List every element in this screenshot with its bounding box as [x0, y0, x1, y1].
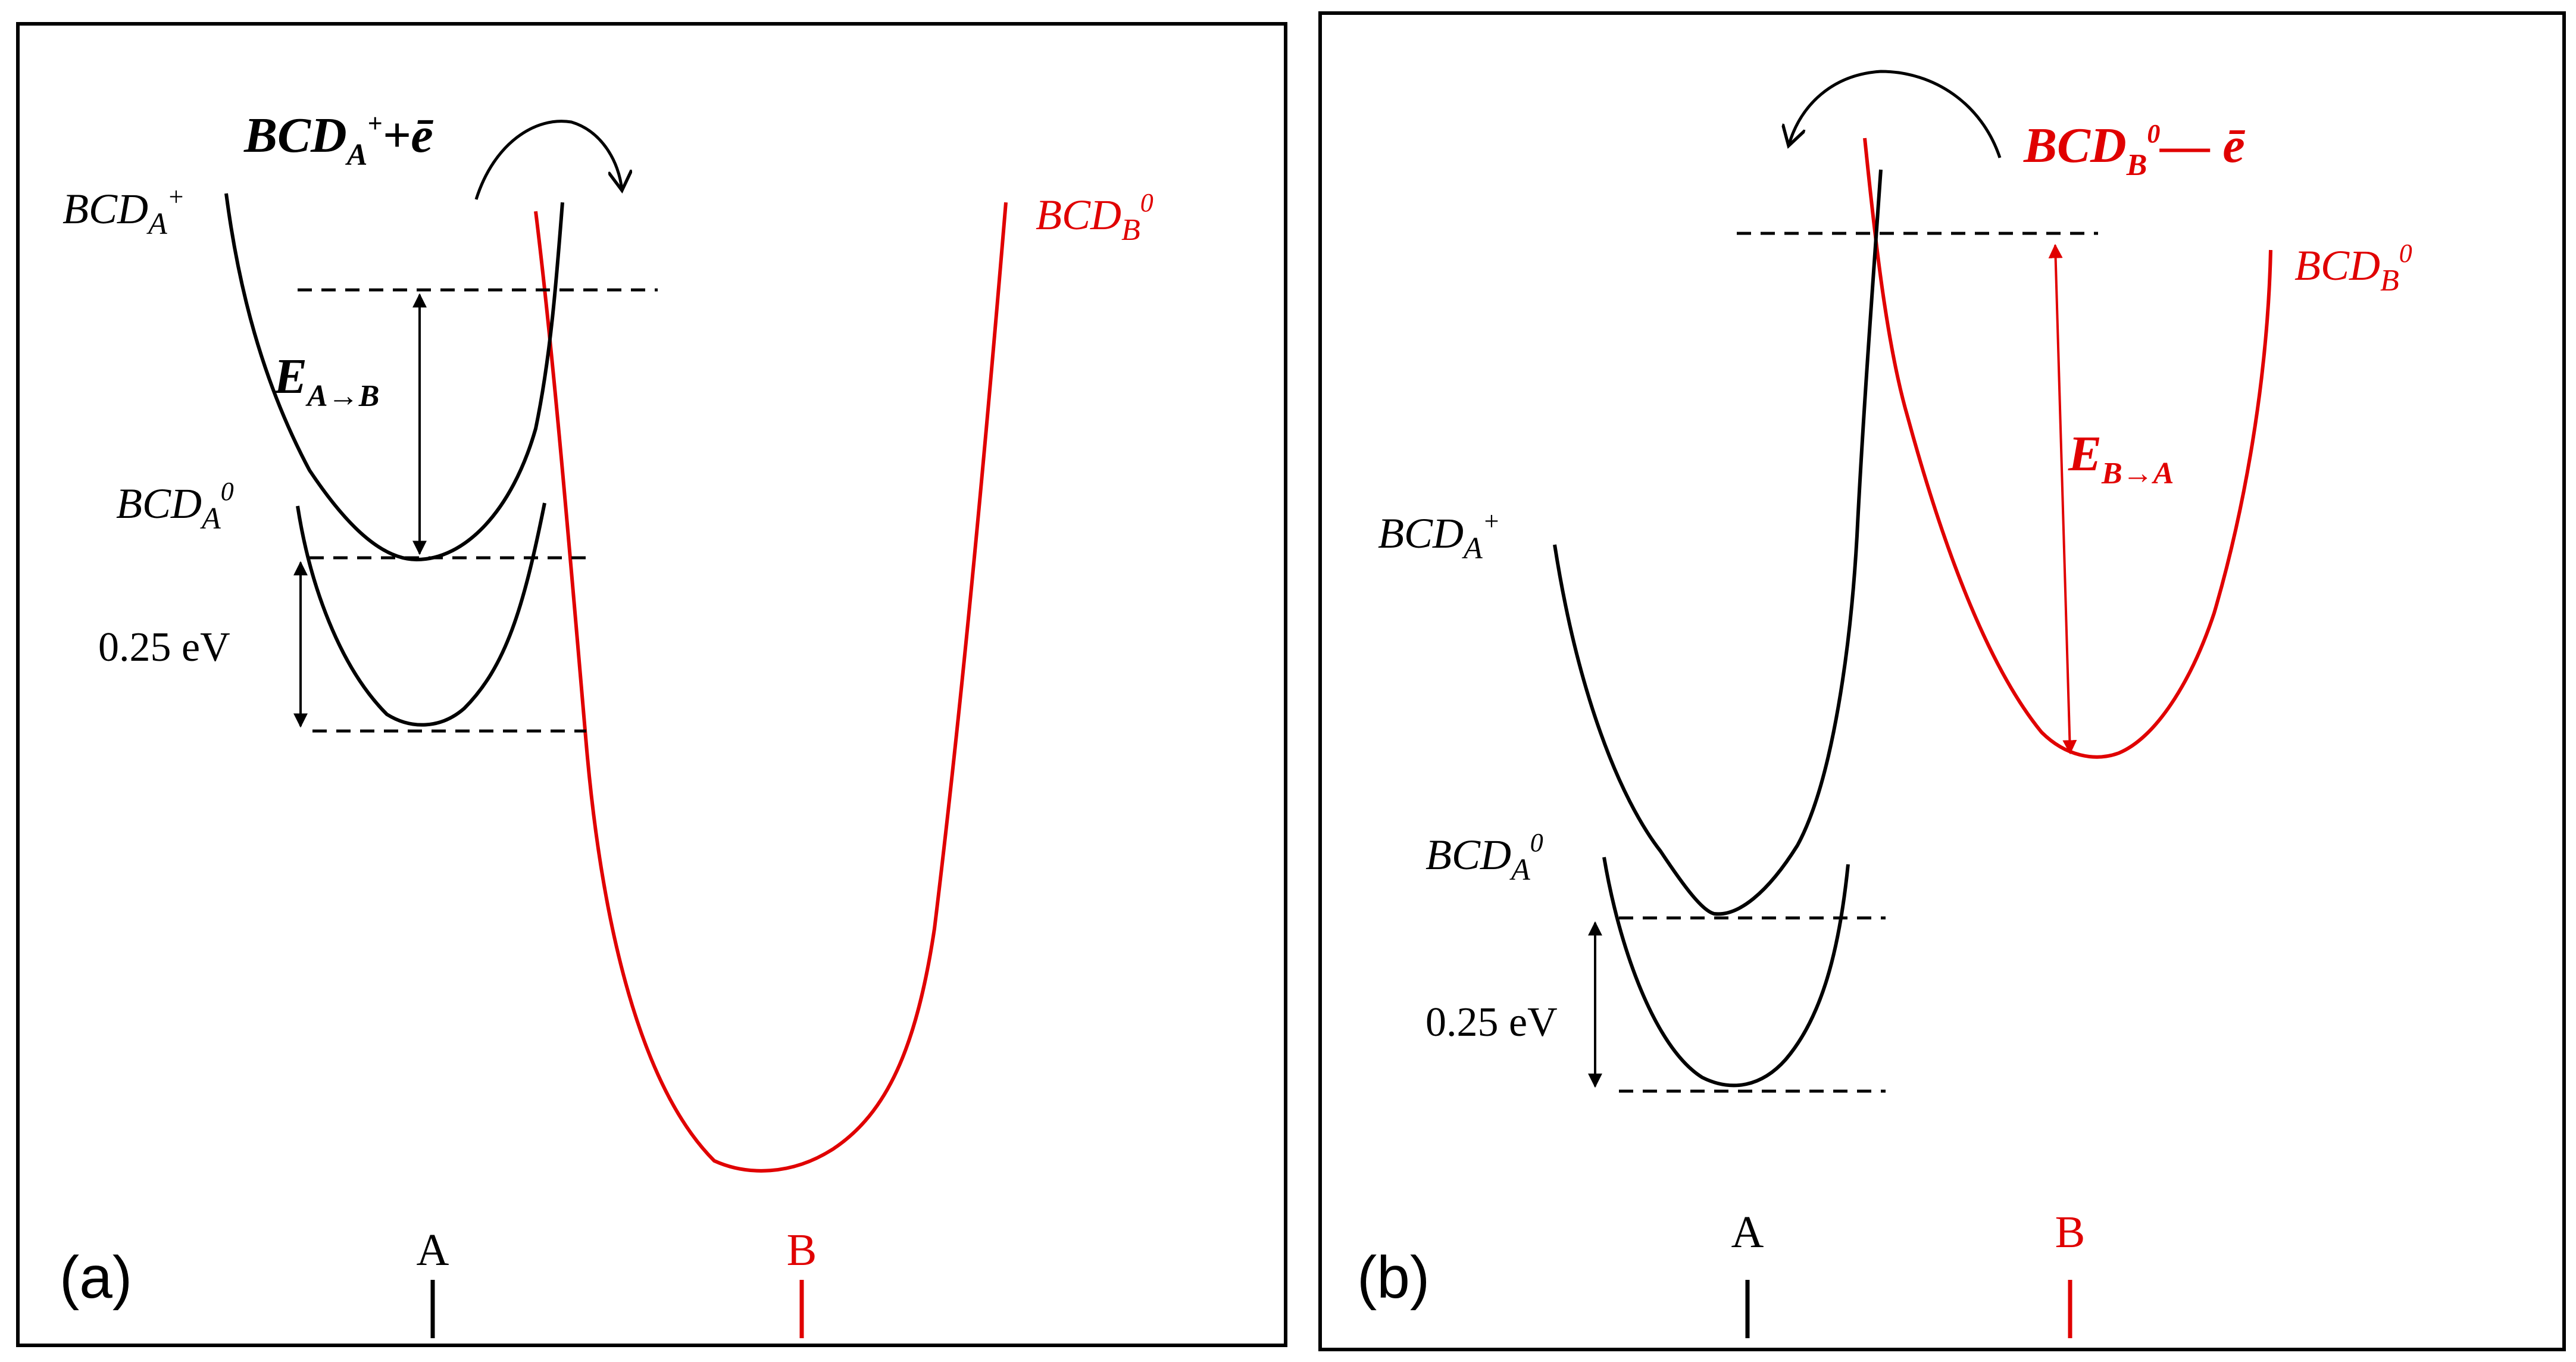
- label-bcdb0-a: BCDB0: [1036, 188, 1153, 247]
- panel-b: BCDB0— ē BCDA+ BCDA0 BCDB0 EB→A 0.25 eV …: [1318, 11, 2566, 1351]
- panel-label-a: (a): [60, 1244, 132, 1311]
- process-label-a: BCDA++ē: [243, 108, 433, 172]
- process-label-b: BCDB0— ē: [2023, 118, 2245, 182]
- label-bcdb0-b: BCDB0: [2294, 239, 2412, 298]
- curve-bcda0-b: [1602, 857, 1850, 1088]
- tick-label-a-panel-a: A: [417, 1225, 449, 1275]
- energy-arrow-b-to-a: [2048, 243, 2077, 755]
- panel-b-frame: [1318, 11, 2566, 1351]
- panel-label-b: (b): [1357, 1244, 1430, 1311]
- label-bcda-plus-b: BCDA+: [1378, 507, 1500, 566]
- energy-label-a: EA→B: [273, 349, 379, 413]
- curve-bcdb0: [534, 202, 1008, 1173]
- label-bcda0-b: BCDA0: [1425, 828, 1543, 887]
- panel-a: BCDA++ē BCDA+ BCDA0 BCDB0 EA→B 0.25 eV A…: [16, 22, 1287, 1347]
- label-bcda0-a: BCDA0: [116, 477, 234, 536]
- gap-label-b: 0.25 eV: [1425, 999, 1558, 1045]
- tick-label-b-panel-a: B: [787, 1225, 817, 1275]
- gap-label-a: 0.25 eV: [98, 624, 230, 670]
- label-bcda-plus-a: BCDA+: [62, 182, 185, 241]
- curve-bcda0: [296, 502, 546, 727]
- curve-bcda-plus: [224, 193, 564, 562]
- tick-label-b-panel-b: B: [2055, 1207, 2086, 1257]
- process-arrow-b: [1789, 70, 2002, 158]
- curve-bcda-plus-b: [1553, 169, 1883, 916]
- process-arrow-a: [474, 120, 622, 200]
- panel-a-frame: [16, 22, 1287, 1347]
- energy-label-b: EB→A: [2068, 426, 2174, 491]
- tick-label-a-panel-b: A: [1731, 1207, 1764, 1257]
